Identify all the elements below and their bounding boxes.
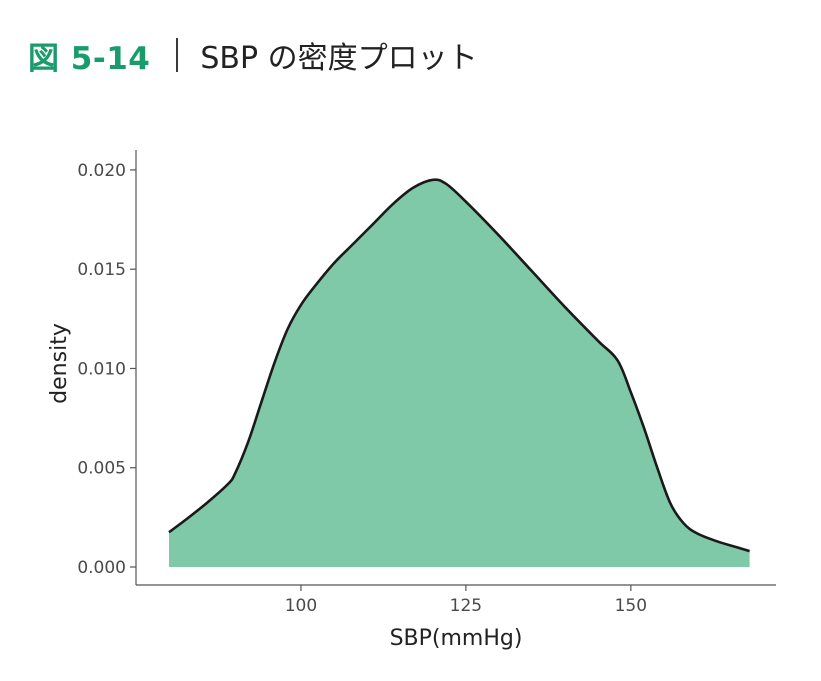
y-tick-label: 0.010: [77, 359, 126, 379]
y-tick-label: 0.020: [77, 161, 126, 181]
x-ticks: 100 125 150: [285, 585, 647, 616]
y-tick-label: 0.000: [77, 558, 126, 578]
axes: [135, 150, 776, 586]
y-axis-title: density: [47, 323, 72, 404]
figure-title: 図 5-14 SBP の密度プロット: [28, 30, 478, 80]
x-tick-label: 125: [450, 596, 482, 616]
y-ticks: 0.000 0.005 0.010 0.015 0.020: [77, 161, 136, 578]
x-tick-label: 100: [285, 596, 317, 616]
density-curve: [168, 178, 750, 553]
y-tick-label: 0.015: [77, 260, 126, 280]
plot-area: [168, 178, 750, 567]
figure-caption: SBP の密度プロット: [200, 41, 478, 76]
x-tick-label: 150: [615, 596, 647, 616]
figure-number: 図 5-14: [28, 40, 151, 77]
x-axis-title: SBP(mmHg): [390, 626, 523, 651]
density-area: [168, 179, 750, 567]
y-tick-label: 0.005: [77, 459, 126, 479]
title-separator: [176, 38, 179, 72]
